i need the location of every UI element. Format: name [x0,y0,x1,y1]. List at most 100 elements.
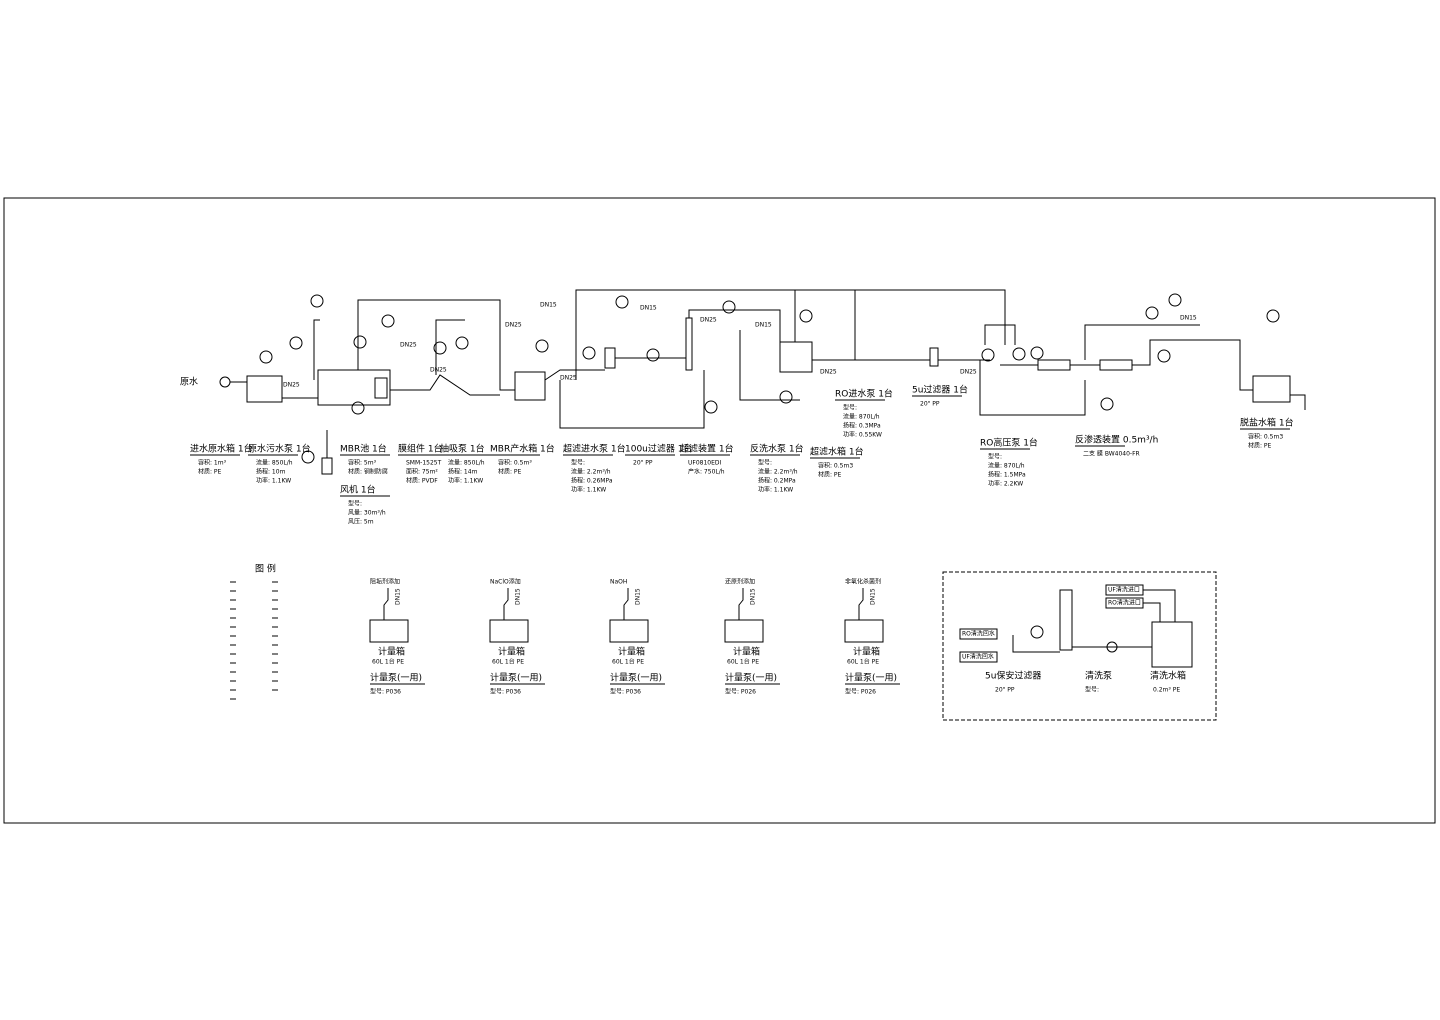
equipment-spec: 扬程: 10m [256,468,286,476]
equipment-spec: 流量: 850L/h [256,459,293,467]
equipment-spec: 材质: PE [498,468,522,476]
equipment-spec: 风量: 30m³/h [348,510,386,517]
pipe-label: DN25 [430,367,447,374]
equipment-spec: 功率: 0.55KW [843,431,882,439]
cleaning-equipment [1012,589,1193,668]
cleaning-pump-model: 型号: [1085,686,1099,694]
equipment-spec: 容积: 1m³ [198,459,227,467]
equipment-name: 反洗水泵 1台 [750,443,804,455]
equipment-spec: 流量: 2.2m³/h [758,468,798,476]
pump-model: 型号: P026 [725,688,756,696]
pump-model: 型号: P036 [370,688,401,696]
pipework [219,289,1306,475]
dosing-tank [844,619,884,643]
equipment-spec: 容积: 0.5m3 [818,462,853,470]
equipment-spec: 扬程: 0.26MPa [571,477,613,485]
equipment-spec: 容积: 0.5m3 [1248,433,1283,441]
equipment-spec: 20" PP [920,401,940,408]
equipment-spec: 型号: [988,453,1002,461]
equipment-spec: 材质: PVDF [406,477,438,485]
pipe-label: DN25 [820,369,837,376]
legend-area [228,565,323,695]
dosing-tank [724,619,764,643]
pipe-label: DN15 [635,588,642,605]
tank-spec: 60L 1台 PE [727,658,759,666]
equipment-name: MBR池 1台 [340,443,387,455]
pipe-label: DN25 [505,322,522,329]
pipe-label: DN25 [560,375,577,382]
pipe-label: DN25 [283,382,300,389]
pump-label: 计量泵(一用) [370,672,422,684]
equipment-spec: 二支 膜 BW4040-FR [1083,450,1140,458]
equipment-name: 风机 1台 [340,484,376,496]
dosing-tank [369,619,409,643]
pump-label: 计量泵(一用) [490,672,542,684]
pipe-label: DN15 [870,588,877,605]
equipment-name: 脱盐水箱 1台 [1240,417,1294,429]
equipment-spec: 材质: 钢制防腐 [348,468,388,476]
chemical-label: 非氧化杀菌剂 [845,578,881,586]
tank-label: 计量箱 [498,646,525,658]
equipment-spec: 材质: PE [1248,442,1272,450]
pump-label: 计量泵(一用) [725,672,777,684]
equipment-spec: 20" PP [633,460,653,467]
equipment-name: 反渗透装置 0.5m³/h [1075,434,1158,446]
equipment-spec: 面积: 75m² [406,468,438,476]
equipment-spec: 材质: PE [818,471,842,479]
pipe-label: DN15 [1180,315,1197,322]
port-label: RO清洗进口 [1108,599,1141,607]
port-label: UF清洗回水 [962,653,994,661]
equipment-name: 5u过滤器 1台 [912,384,968,396]
tank-label: 计量箱 [378,646,405,658]
port-tag [1105,597,1144,609]
chemical-label: NaClO添加 [490,578,521,586]
equipment-spec: UF0810EDI [688,460,722,467]
chemical-label: 还原剂添加 [725,578,755,586]
tank-spec: 60L 1台 PE [492,658,524,666]
dosing-line [623,588,629,620]
equipment-spec: 流量: 2.2m³/h [571,468,611,476]
pipe-label: DN25 [700,317,717,324]
equipment-name: 超滤水箱 1台 [810,446,864,458]
equipment-spec: 功率: 1.1KW [758,486,793,494]
equipment-spec: SMM-1525T [406,460,442,467]
tank-label: 计量箱 [853,646,880,658]
port-tag [959,628,998,640]
pipe-label: DN15 [540,302,557,309]
equipment-spec: 功率: 1.1KW [571,486,606,494]
equipment-spec: 流量: 850L/h [448,459,485,467]
chemical-label: NaOH [610,579,627,586]
pipe-label: DN15 [515,588,522,605]
pump-model: 型号: P036 [610,688,641,696]
equipment-spec: 流量: 870L/h [988,462,1025,470]
cleaning-tank: 清洗水箱 [1150,670,1186,682]
pump-model: 型号: P026 [845,688,876,696]
cleaning-filter: 5u保安过滤器 [985,670,1041,682]
tank-spec: 60L 1台 PE [372,658,404,666]
equipment-spec: 型号: [348,500,362,508]
dosing-line [738,588,744,620]
port-tag [1105,584,1144,596]
equipment-spec: 容积: 0.5m³ [498,459,532,467]
chemical-label: 阻垢剂添加 [370,578,400,586]
equipment-spec: 流量: 870L/h [843,413,880,421]
equipment-name: 膜组件 1台 [398,443,443,455]
equipment-spec: 扬程: 14m [448,468,478,476]
equipment-name: 抽吸泵 1台 [440,443,485,455]
tank-spec: 60L 1台 PE [612,658,644,666]
legend-title: 图 例 [255,563,276,575]
equipment-name: 进水原水箱 1台 [190,443,253,455]
equipment-name: MBR产水箱 1台 [490,443,555,455]
equipment-name: 超滤进水泵 1台 [563,443,626,455]
tank-label: 计量箱 [733,646,760,658]
cleaning-filter-spec: 20" PP [995,687,1015,694]
pipe-label: DN15 [640,305,657,312]
pipe-label: DN25 [400,342,417,349]
equipment-spec: 功率: 1.1KW [448,477,483,485]
equipment-spec: 材质: PE [198,468,222,476]
equipment-name: 超滤装置 1台 [680,443,734,455]
cleaning-pump: 清洗泵 [1085,670,1112,682]
equipment-spec: 功率: 2.2KW [988,480,1023,488]
dosing-line [383,588,389,620]
